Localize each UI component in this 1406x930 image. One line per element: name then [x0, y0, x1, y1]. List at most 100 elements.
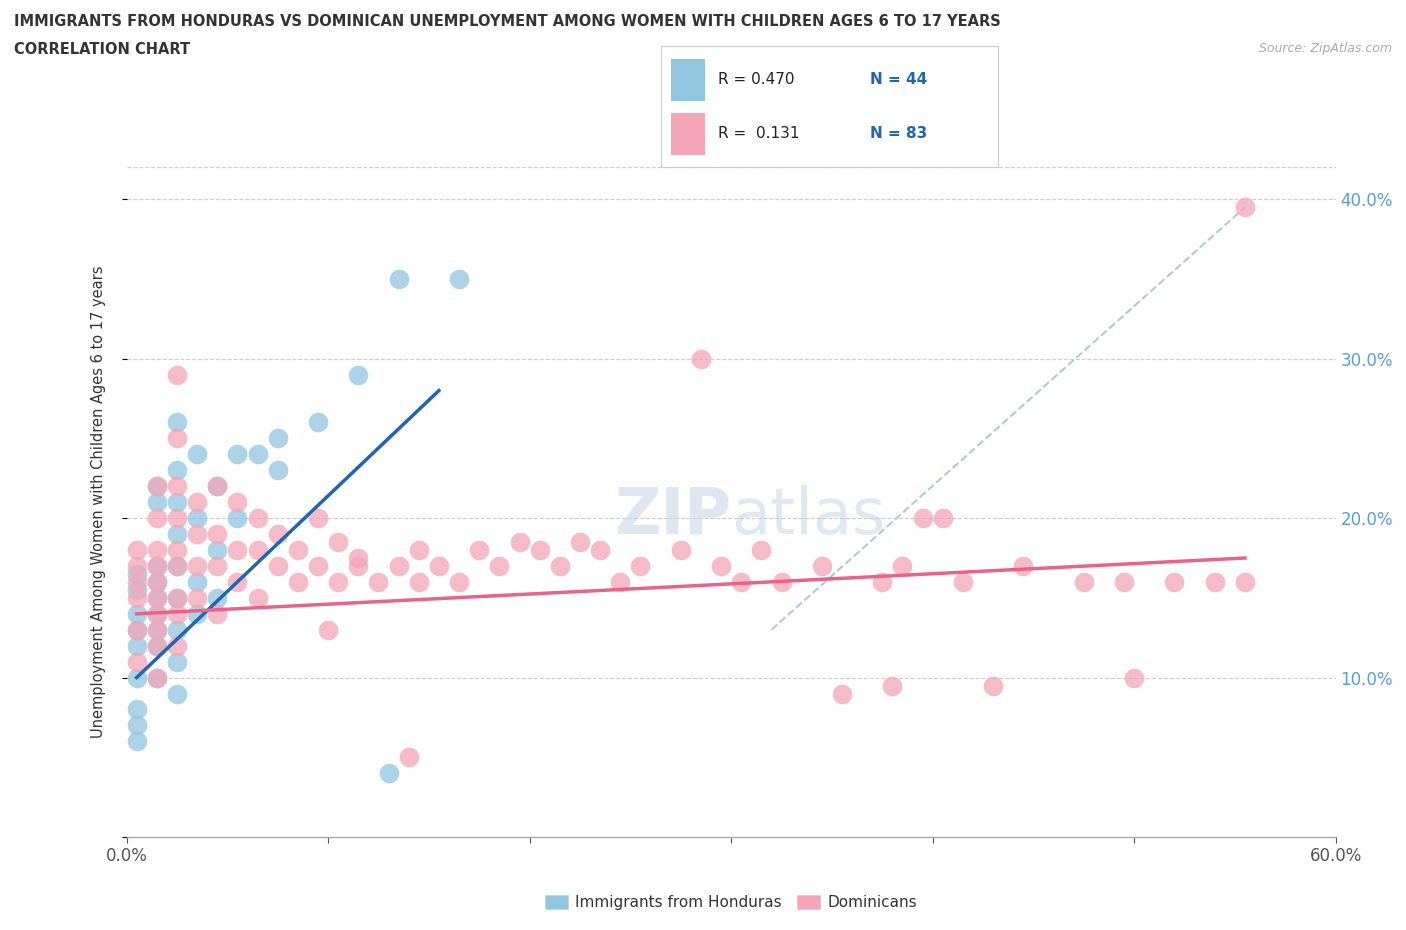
Point	[449, 575, 471, 590]
Point	[891, 559, 914, 574]
Point	[186, 591, 208, 605]
Point	[125, 591, 148, 605]
Point	[146, 671, 169, 685]
Point	[377, 765, 399, 780]
Point	[125, 734, 148, 749]
Point	[367, 575, 389, 590]
Point	[427, 559, 450, 574]
Point	[810, 559, 832, 574]
Point	[125, 622, 148, 637]
Point	[267, 463, 290, 478]
Text: ZIP: ZIP	[614, 485, 731, 547]
Point	[529, 542, 551, 557]
Point	[186, 559, 208, 574]
Point	[186, 447, 208, 462]
Point	[246, 511, 269, 525]
Point	[186, 495, 208, 510]
Point	[751, 542, 773, 557]
Point	[205, 542, 228, 557]
Text: R = 0.470: R = 0.470	[718, 72, 794, 86]
Point	[770, 575, 793, 590]
Point	[125, 559, 148, 574]
Point	[166, 638, 188, 653]
Point	[125, 654, 148, 669]
Point	[146, 606, 169, 621]
Point	[146, 575, 169, 590]
Text: IMMIGRANTS FROM HONDURAS VS DOMINICAN UNEMPLOYMENT AMONG WOMEN WITH CHILDREN AGE: IMMIGRANTS FROM HONDURAS VS DOMINICAN UN…	[14, 14, 1001, 29]
Point	[1073, 575, 1095, 590]
Point	[146, 606, 169, 621]
Point	[1234, 575, 1257, 590]
Point	[589, 542, 612, 557]
Bar	[671, 59, 704, 101]
Point	[166, 495, 188, 510]
Point	[166, 591, 188, 605]
Text: atlas: atlas	[731, 485, 886, 547]
Point	[710, 559, 733, 574]
Point	[125, 718, 148, 733]
Point	[246, 447, 269, 462]
Point	[125, 542, 148, 557]
Point	[347, 551, 370, 565]
Point	[146, 591, 169, 605]
Point	[307, 415, 329, 430]
Point	[388, 559, 411, 574]
Point	[1163, 575, 1185, 590]
Point	[307, 559, 329, 574]
Point	[125, 606, 148, 621]
Point	[730, 575, 752, 590]
Point	[146, 479, 169, 494]
Point	[166, 606, 188, 621]
Point	[669, 542, 692, 557]
Point	[267, 526, 290, 541]
Point	[146, 511, 169, 525]
Point	[125, 622, 148, 637]
Point	[146, 542, 169, 557]
Point	[388, 272, 411, 286]
Text: Source: ZipAtlas.com: Source: ZipAtlas.com	[1258, 42, 1392, 55]
Point	[146, 638, 169, 653]
Point	[166, 526, 188, 541]
Point	[882, 678, 904, 693]
Point	[166, 511, 188, 525]
Point	[125, 582, 148, 597]
Point	[146, 622, 169, 637]
Point	[146, 559, 169, 574]
Point	[1204, 575, 1226, 590]
Point	[630, 559, 652, 574]
Point	[125, 566, 148, 581]
Point	[267, 559, 290, 574]
Point	[287, 575, 309, 590]
Point	[548, 559, 571, 574]
Point	[872, 575, 894, 590]
Point	[205, 591, 228, 605]
Point	[952, 575, 974, 590]
Point	[166, 591, 188, 605]
Point	[307, 511, 329, 525]
Point	[326, 575, 350, 590]
Point	[186, 526, 208, 541]
Point	[146, 559, 169, 574]
Point	[146, 479, 169, 494]
Point	[609, 575, 631, 590]
Point	[1123, 671, 1146, 685]
Point	[205, 526, 228, 541]
Point	[166, 367, 188, 382]
Point	[226, 575, 249, 590]
Point	[1114, 575, 1136, 590]
Point	[246, 591, 269, 605]
Point	[166, 559, 188, 574]
Point	[287, 542, 309, 557]
Point	[166, 686, 188, 701]
Point	[1234, 200, 1257, 215]
Point	[205, 479, 228, 494]
Point	[316, 622, 339, 637]
Point	[226, 495, 249, 510]
Point	[226, 542, 249, 557]
Text: R =  0.131: R = 0.131	[718, 126, 800, 141]
Point	[509, 535, 531, 550]
Point	[408, 542, 430, 557]
Point	[146, 495, 169, 510]
Point	[488, 559, 510, 574]
Legend: Immigrants from Honduras, Dominicans: Immigrants from Honduras, Dominicans	[538, 889, 924, 916]
